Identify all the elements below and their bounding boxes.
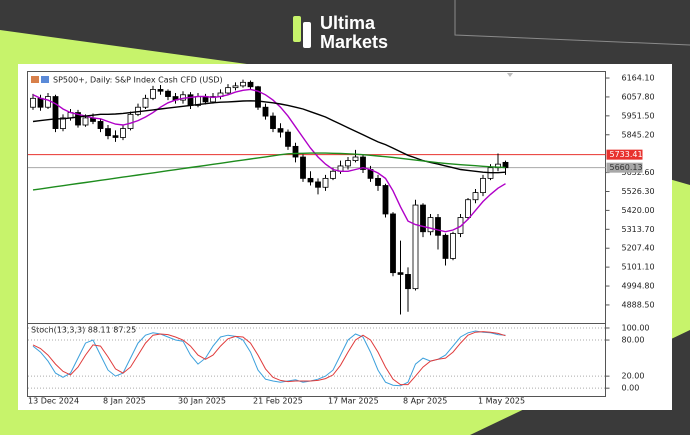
y-tick-label: 6057.80 (622, 92, 655, 101)
x-tick-label: 21 Feb 2025 (253, 397, 303, 406)
y-tick-label: 5526.30 (622, 187, 655, 196)
candle-body (480, 177, 486, 194)
x-tick-label: 8 Jan 2025 (103, 397, 146, 406)
chart-panel (18, 64, 672, 410)
y-tick-label: 5420.00 (622, 206, 655, 215)
candle-body (52, 96, 59, 129)
candle-body (322, 177, 329, 188)
x-tick-label: 13 Dec 2024 (28, 397, 79, 406)
x-tick-label: 17 Mar 2025 (328, 397, 379, 406)
candle-body (292, 145, 299, 158)
candle-body (442, 234, 449, 259)
candle-body (375, 177, 381, 186)
y-tick-label: 5207.40 (622, 244, 655, 253)
indicator-line (32, 152, 506, 191)
y-tick-label: 4994.80 (622, 282, 655, 291)
y-tick-label: 20.00 (622, 372, 645, 381)
price-label-box (606, 162, 643, 173)
candle-body (277, 128, 284, 133)
candle-body (450, 233, 456, 259)
candle-body (330, 170, 336, 179)
y-tick-label: 5951.50 (622, 111, 655, 120)
candle-body (420, 204, 426, 233)
candle-body (247, 81, 254, 88)
candle-body (315, 181, 321, 188)
candle-body (97, 121, 104, 129)
x-tick-label: 1 May 2025 (478, 397, 525, 406)
y-tick-label: 80.00 (622, 336, 645, 345)
candle-body (187, 94, 194, 106)
y-tick-label: 6164.10 (622, 74, 655, 83)
brand-line: Ultima (320, 13, 376, 33)
indicator-line (32, 88, 506, 233)
candle-body (127, 113, 134, 129)
chart-icon (31, 76, 39, 83)
candle-body (472, 192, 479, 201)
indicator-title: Stoch(13,3,3) 88.11 87.25 (31, 326, 136, 335)
candle-body (82, 117, 89, 126)
candle-body (112, 135, 119, 138)
candle-body (465, 199, 471, 218)
candle-body (225, 87, 231, 94)
candle-body (412, 204, 419, 290)
candle-body (30, 97, 36, 108)
candle-body (382, 185, 389, 215)
x-tick-label: 8 Apr 2025 (403, 397, 447, 406)
y-tick-label: 4888.50 (622, 300, 655, 309)
price-label: 5733.41 (610, 150, 643, 159)
indicator-line (32, 330, 506, 387)
candle-body (105, 128, 111, 137)
candle-body (142, 97, 149, 108)
candle-body (157, 89, 164, 92)
indicator-line (32, 331, 506, 386)
candle-body (37, 97, 44, 108)
price-label-box (606, 149, 643, 160)
candle-body (135, 106, 141, 115)
y-tick-label: 100.00 (622, 324, 650, 333)
y-tick-label: 5101.10 (622, 263, 655, 272)
candle-body (345, 160, 351, 167)
logo-icon (303, 22, 311, 48)
candle-body (502, 161, 509, 169)
candle-body (300, 156, 306, 179)
candle-body (427, 217, 434, 233)
candle-body (120, 128, 126, 138)
candle-body (232, 85, 239, 89)
candle-body (270, 115, 276, 129)
candle-body (210, 96, 216, 103)
decor-line (454, 0, 690, 46)
candle-body (262, 106, 269, 117)
brand-line: Markets (320, 32, 388, 52)
candle-body (165, 90, 171, 97)
candle-body (307, 177, 314, 183)
candle-body (405, 274, 411, 290)
candle-body (360, 156, 366, 170)
chart-icon (41, 76, 49, 83)
y-tick-label: 5313.70 (622, 225, 655, 234)
candle-body (435, 217, 441, 236)
chart-title: SP500+, Daily: S&P Index Cash CFD (USD) (53, 76, 223, 85)
candle-body (240, 81, 246, 87)
logo: Ultima Markets (293, 13, 388, 52)
y-tick-label: 5845.20 (622, 130, 655, 139)
candle-body (390, 213, 396, 274)
x-tick-label: 30 Jan 2025 (178, 397, 226, 406)
candle-body (397, 272, 404, 275)
logo-icon (293, 16, 301, 42)
price-label: 5660.13 (610, 163, 643, 172)
candle-body (75, 112, 81, 126)
chart-frame (27, 71, 606, 397)
candle-body (45, 96, 51, 108)
candle-body (285, 131, 291, 147)
candle-body (60, 117, 66, 129)
candle-body (150, 89, 156, 99)
y-tick-label: 0.00 (622, 384, 640, 393)
candle-body (352, 156, 359, 161)
candle-body (255, 86, 261, 108)
shift-marker (507, 73, 513, 77)
